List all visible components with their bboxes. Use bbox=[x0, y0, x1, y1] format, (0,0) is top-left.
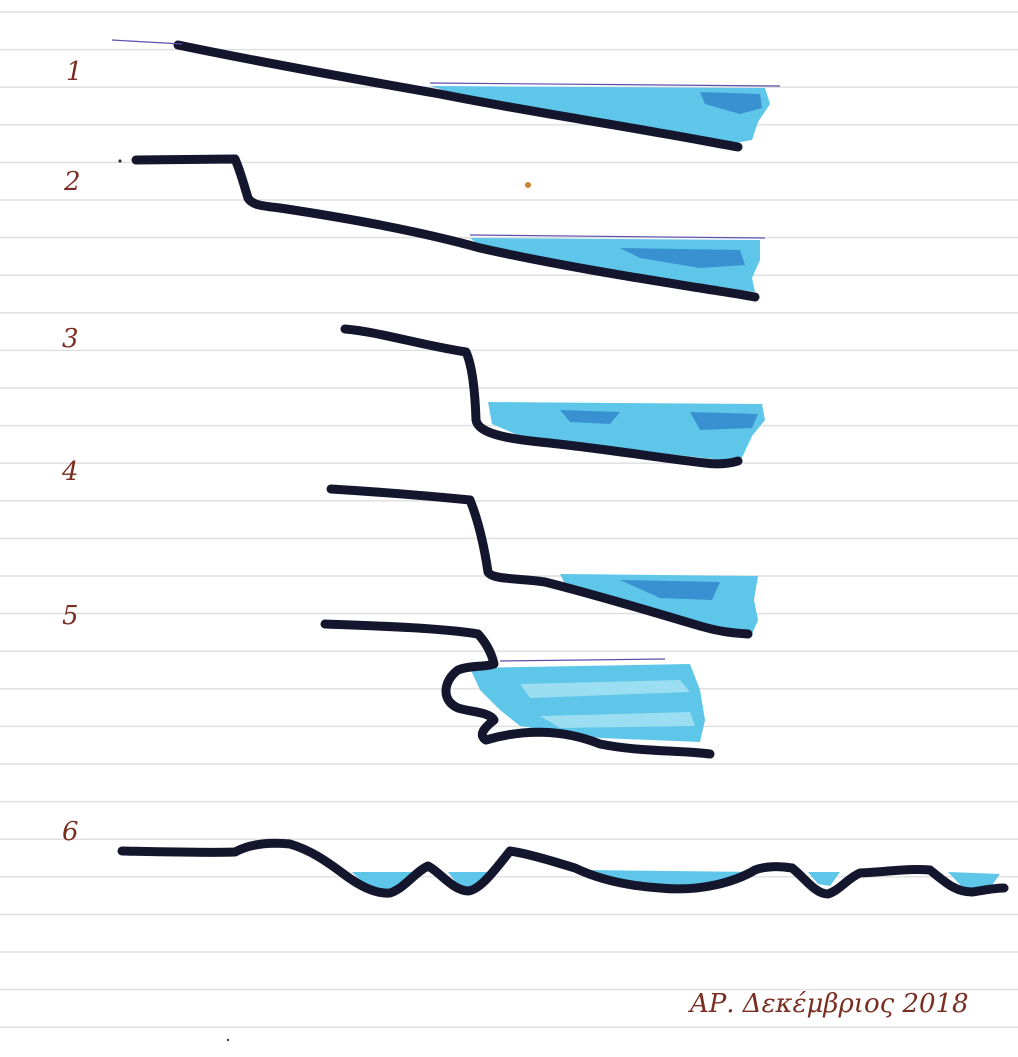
profile-4-coastline bbox=[326, 484, 753, 639]
profile-5-coastline bbox=[320, 619, 715, 759]
profile-label-6: 6 bbox=[62, 817, 79, 847]
profile-1 bbox=[111, 39, 781, 152]
profile-4 bbox=[326, 484, 758, 639]
profile-5 bbox=[320, 619, 715, 759]
profile-1-sea-surface bbox=[429, 82, 781, 87]
profile-6 bbox=[117, 838, 1009, 899]
profile-6-pool-1 bbox=[352, 872, 420, 890]
profile-2-coastline bbox=[131, 154, 760, 302]
profile-6-pool-4 bbox=[808, 872, 840, 886]
ruled-lines bbox=[0, 11, 1018, 1028]
profile-3 bbox=[340, 324, 765, 469]
profile-3-water-shade bbox=[560, 410, 758, 430]
profile-label-2: 2 bbox=[63, 167, 81, 197]
profile-2 bbox=[131, 154, 766, 302]
profile-2-sea-surface bbox=[469, 234, 766, 239]
profile-3-coastline bbox=[340, 324, 743, 469]
profile-1-water bbox=[430, 86, 770, 143]
profile-label-1: 1 bbox=[66, 57, 83, 87]
profile-2-water-shade bbox=[620, 248, 745, 268]
paper-specks bbox=[118, 159, 531, 1042]
profile-1-water-shade bbox=[700, 92, 762, 114]
profile-label-5: 5 bbox=[62, 601, 79, 631]
profile-labels: 1 2 3 4 5 6 bbox=[61, 57, 83, 847]
author-signature: ΑΡ. Δεκέμβριος 2018 bbox=[688, 989, 969, 1019]
profile-1-pencil-trace bbox=[111, 39, 183, 45]
profile-1-coastline bbox=[173, 40, 743, 152]
profile-5-water bbox=[470, 664, 705, 742]
profile-6-coastline bbox=[117, 838, 1009, 899]
profile-label-3: 3 bbox=[62, 324, 79, 354]
profile-4-water-shade bbox=[620, 580, 720, 600]
profile-label-4: 4 bbox=[61, 457, 79, 487]
profile-5-water-light bbox=[520, 680, 695, 728]
profile-5-sea-surface bbox=[499, 658, 666, 662]
